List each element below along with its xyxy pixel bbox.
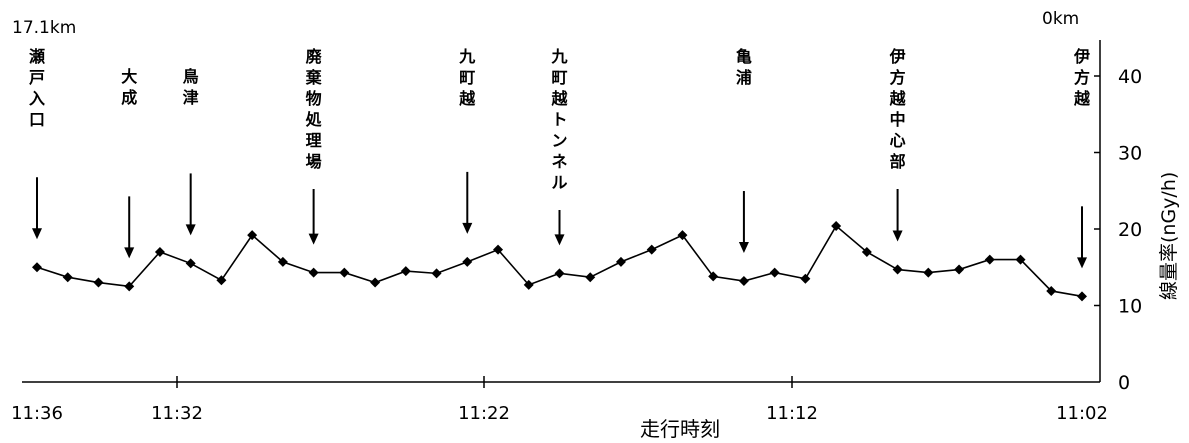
data-point xyxy=(892,264,903,275)
data-point xyxy=(216,275,227,286)
data-point xyxy=(370,277,381,288)
data-point xyxy=(554,268,565,279)
data-point xyxy=(1046,285,1057,296)
data-point xyxy=(523,279,534,290)
data-point xyxy=(154,246,165,257)
landmark-arrow-head xyxy=(554,234,565,246)
landmark-arrow-head xyxy=(462,222,473,234)
data-point xyxy=(339,267,350,278)
data-point xyxy=(738,276,749,287)
x-tick-label: 11:32 xyxy=(151,403,203,424)
y-tick-label: 40 xyxy=(1118,66,1142,88)
data-point xyxy=(431,268,442,279)
data-point xyxy=(93,277,104,288)
landmark-label: 亀浦 xyxy=(736,47,752,87)
data-point xyxy=(923,267,934,278)
landmark-arrow-head xyxy=(738,242,749,254)
landmark-arrow-head xyxy=(308,233,319,245)
data-point xyxy=(124,281,135,292)
data-point xyxy=(400,266,411,277)
data-point xyxy=(769,267,780,278)
y-axis-title: 線量率(nGy/h) xyxy=(1158,172,1180,300)
data-point xyxy=(646,244,657,255)
landmark-label: 大成 xyxy=(121,67,137,107)
data-point xyxy=(32,262,42,273)
x-tick-label: 11:12 xyxy=(766,403,818,424)
y-tick-label: 30 xyxy=(1118,143,1142,165)
data-point xyxy=(185,258,196,269)
landmark-arrow-head xyxy=(124,247,135,259)
x-tick-label: 11:02 xyxy=(1056,403,1108,424)
data-point xyxy=(585,272,596,283)
data-point xyxy=(1077,291,1087,302)
y-tick-label: 20 xyxy=(1118,219,1142,241)
landmark-arrow-head xyxy=(1077,257,1087,269)
data-point xyxy=(708,271,719,282)
data-point xyxy=(800,273,811,284)
distance-end-label: 0km xyxy=(1042,9,1079,29)
landmark-label: 伊方越中心部 xyxy=(889,47,907,171)
data-point xyxy=(462,256,473,267)
landmark-arrow-head xyxy=(892,230,903,242)
y-tick-label: 10 xyxy=(1118,296,1142,318)
data-point xyxy=(984,254,995,265)
x-axis-title: 走行時刻 xyxy=(640,417,720,441)
data-point xyxy=(247,230,258,241)
data-point xyxy=(493,244,504,255)
landmarks-group: 瀬戸入口 大成 鳥津 廃棄物処理場 九町越 九町越トンネル 亀浦 伊方越中心部 伊方越 xyxy=(29,47,1091,269)
data-point xyxy=(861,246,872,257)
landmark-arrow-head xyxy=(32,228,42,240)
data-point xyxy=(62,272,73,283)
landmark-label: 廃棄物処理場 xyxy=(305,47,323,171)
x-tick-label: 11:22 xyxy=(458,403,510,424)
series-group xyxy=(32,220,1087,302)
landmark-label: 鳥津 xyxy=(183,67,199,107)
data-point xyxy=(615,256,626,267)
landmark-label: 九町越トンネル xyxy=(550,47,568,192)
data-point xyxy=(308,267,319,278)
landmark-label: 九町越 xyxy=(458,47,476,108)
landmark-arrow-head xyxy=(185,224,196,236)
data-point xyxy=(831,220,842,231)
y-tick-label: 0 xyxy=(1118,372,1130,394)
data-point xyxy=(277,256,288,267)
data-point xyxy=(677,230,688,241)
data-point xyxy=(1015,254,1026,265)
x-tick-label: 11:36 xyxy=(11,403,63,424)
data-point xyxy=(954,264,965,275)
landmark-label: 伊方越 xyxy=(1073,47,1091,108)
ticks-group: 0 10 20 30 40 11:36 11:32 11:22 11:12 11:02 xyxy=(11,66,1142,424)
distance-start-label: 17.1km xyxy=(12,18,76,38)
landmark-label: 瀬戸入口 xyxy=(29,47,45,129)
